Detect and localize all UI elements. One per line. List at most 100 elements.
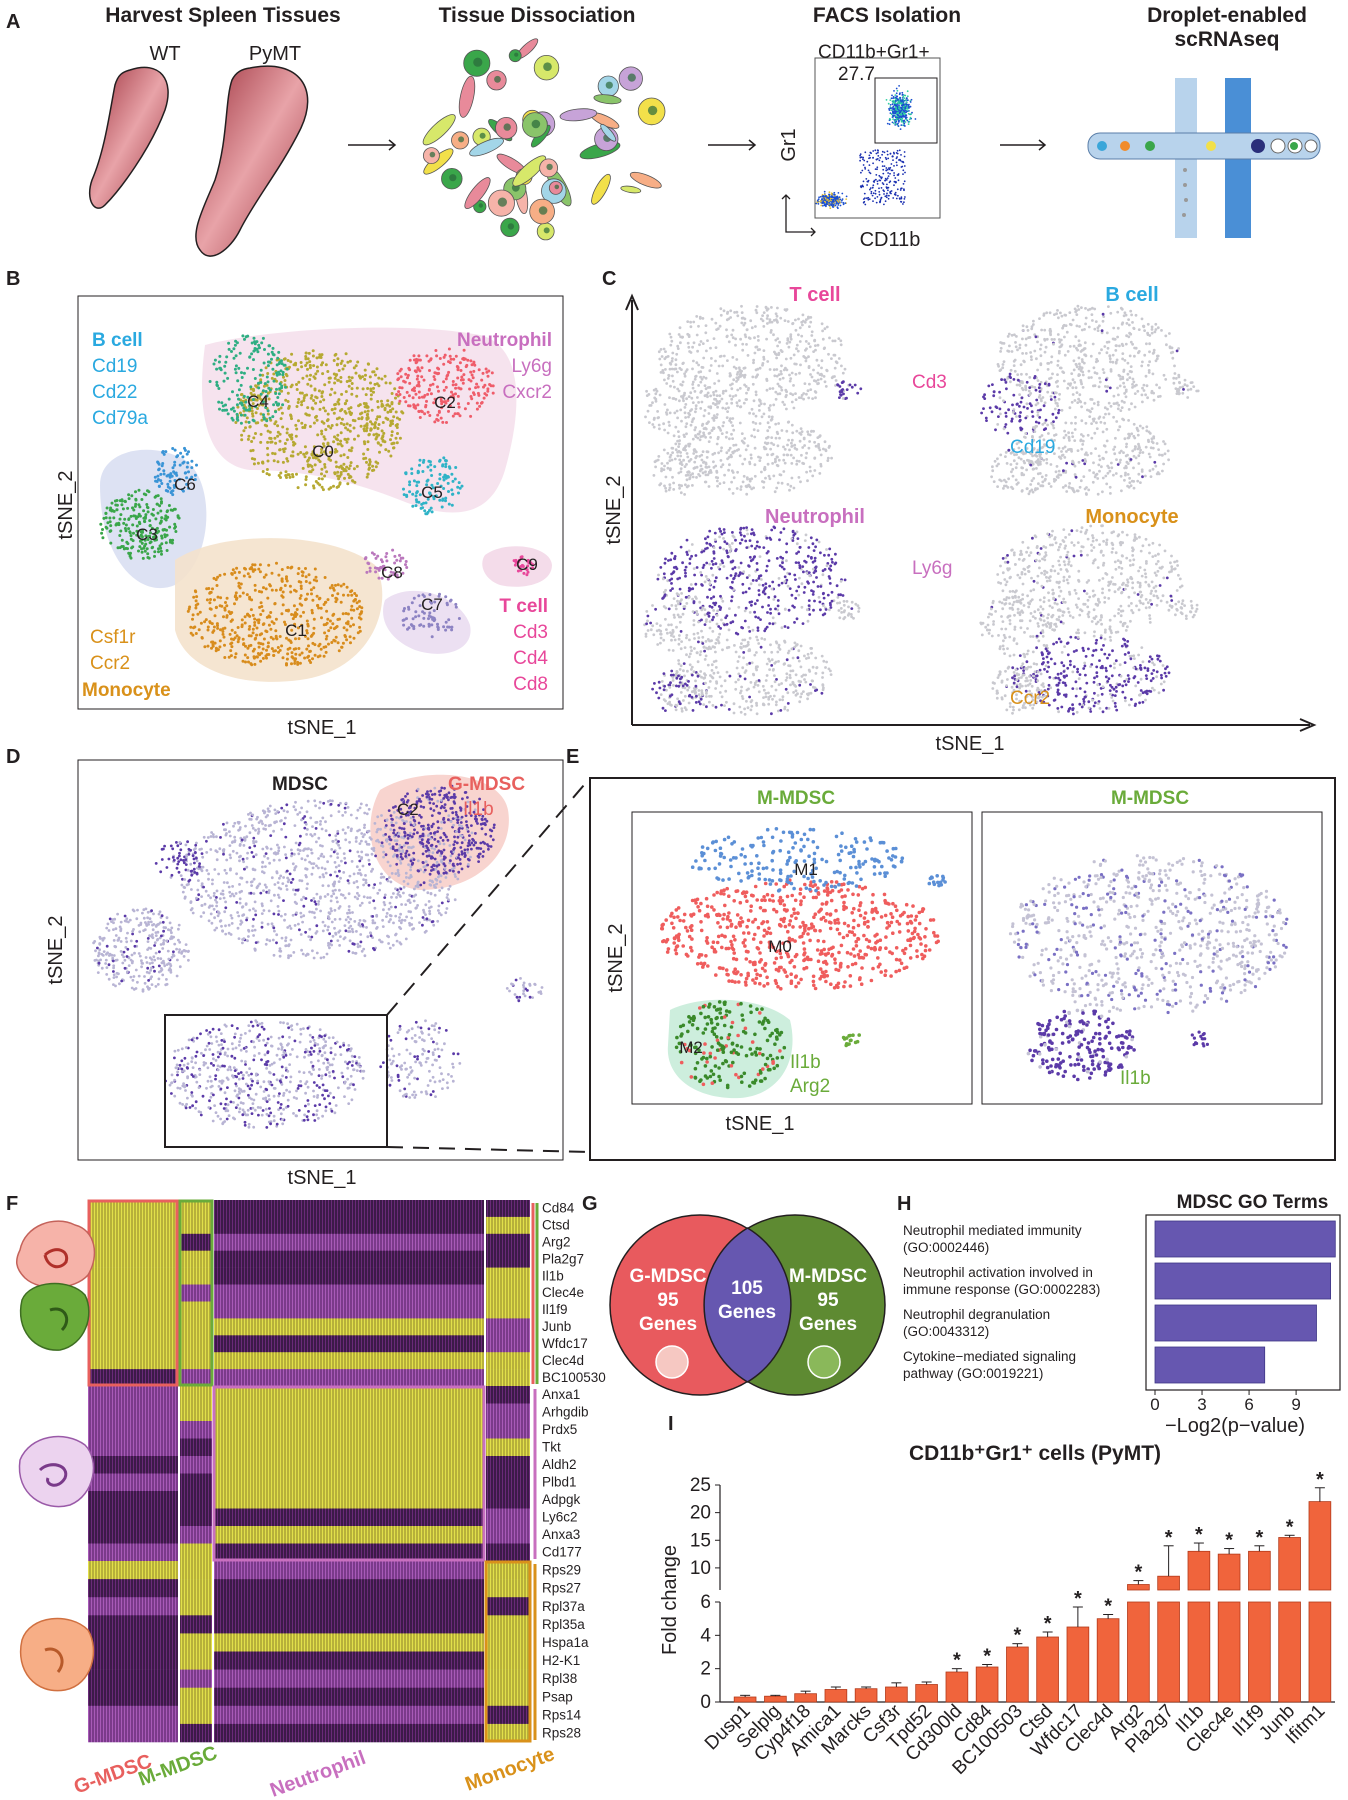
fold-bar [1278,1601,1301,1703]
heatmap-gene-label: Pla2g7 [542,1251,584,1266]
go-tick-label: 9 [1291,1395,1300,1414]
go-terms-chart: MDSC GO Terms Neutrophil mediated immunit… [903,1192,1341,1437]
heatmap-gene-label: Il1b [542,1268,564,1283]
panel-e-label: E [566,746,579,768]
mmdsc-cell-icon [807,1345,841,1379]
panel-i: I CD11b⁺Gr1⁺ cells (PyMT) Fold change 0 2 4 6… [659,1413,1335,1779]
panel-a: A Harvest Spleen Tissues WT PyMT Tissue … [6,4,1321,257]
cell-illustrations [15,1220,96,1692]
f-col-neutrophil: Neutrophil [267,1747,368,1800]
e-cluster-m1: M1 [794,860,818,879]
facs-plot-frame [814,57,941,219]
dissociation-title: Tissue Dissociation [439,4,636,27]
fold-bar [1036,1636,1059,1703]
cluster-c1: C1 [285,621,307,640]
c-y-axis-arrow-icon [625,293,639,725]
b-y-axis: tSNE_2 [55,471,77,540]
go-bar [1154,1220,1336,1258]
bcell-region [100,449,207,589]
fold-bar-upper [1248,1550,1271,1591]
d-gmdsc-gene: Il1b [463,799,494,820]
go-term-label: Neutrophil activation involved in [903,1265,1093,1280]
heatmap-gene-label: Cd177 [542,1545,582,1560]
fold-bar [764,1695,787,1703]
d-x-axis: tSNE_1 [288,1167,357,1189]
fold-bar-upper [1278,1537,1301,1591]
c-y-axis: tSNE_2 [603,476,625,545]
go-term-label: (GO:0002446) [903,1240,989,1255]
arrow-icon [1000,139,1047,151]
heatmap-gene-label: Clec4e [542,1285,584,1300]
fold-bar [1248,1601,1271,1703]
scrnaseq-title-2: scRNAseq [1174,28,1279,51]
d-gmdsc-label: G-MDSC [448,774,525,795]
fold-bar [1066,1626,1090,1703]
heatmap-gene-label: Psap [542,1689,573,1704]
zoom-line-top [386,777,591,1016]
fold-bar [824,1689,848,1703]
facs-gate [874,77,938,144]
fold-bar [794,1693,817,1703]
go-bar [1154,1262,1332,1300]
bcell-gene-3: Cd79a [92,408,148,429]
cluster-c6: C6 [174,475,196,494]
panel-b: B tSNE_2 tSNE_1 C0 C1 C2 C3 C4 C5 C6 C7 … [6,268,564,739]
zoom-box [164,1014,388,1148]
heatmap-gene-label: Rpl35a [542,1617,585,1632]
cluster-c2: C2 [434,393,456,412]
panel-i-label: I [668,1413,674,1435]
significance-star: * [1316,1469,1324,1491]
c-tcell-marker: Cd3 [912,372,947,393]
panel-d: D MDSC G-MDSC Il1b C2 tSNE_2 tSNE_1 [6,746,591,1189]
gate-name: CD11b+Gr1+ [818,42,930,63]
e-cluster-m0: M0 [768,937,792,956]
panel-c-label: C [602,268,616,290]
e-left-title: M-MDSC [757,788,835,809]
cluster-c8: C8 [381,563,403,582]
fold-tick-label: 4 [700,1625,711,1646]
gmdsc-cell-icon [15,1220,96,1289]
panel-e: E M-MDSC M-MDSC M0 M1 M2 Il1b Arg2 Il1b … [566,746,1336,1161]
panel-g: G G-MDSC 95 Genes 105 Genes M-MDSC 95 Ge… [582,1193,886,1396]
arrow-icon [708,139,757,151]
facs-dot-plot [815,85,917,210]
panel-c: C tSNE_2 tSNE_1 T cell Cd3 B cell Cd19 N… [602,268,1317,755]
heatmap-gene-label: Clec4d [542,1353,584,1368]
go-term-label: Cytokine−mediated signaling [903,1349,1076,1364]
go-term-label: (GO:0043312) [903,1324,989,1339]
cluster-c9: C9 [516,555,538,574]
monocyte-name: Monocyte [82,680,171,701]
fold-bar-upper [1187,1550,1211,1591]
fold-y-axis-label: Fold change [659,1545,681,1655]
significance-star: * [1225,1530,1233,1552]
tsne-scatter-b [99,334,535,667]
significance-star: * [1104,1596,1112,1618]
heatmap-gene-label: Il1f9 [542,1302,568,1317]
fold-bar-upper [1127,1584,1150,1591]
e-gene-arg2: Arg2 [790,1076,830,1097]
fold-bar-upper [1157,1575,1180,1591]
fold-bar [733,1696,757,1703]
heatmap-gene-label: Tkt [542,1440,561,1455]
arrow-icon [348,139,397,151]
venn-left-name: G-MDSC [629,1266,706,1287]
fold-tick-label: 20 [690,1503,711,1524]
b-x-axis: tSNE_1 [288,717,357,739]
cluster-c0: C0 [312,442,334,461]
tcell-name: T cell [499,596,548,617]
fold-bar [1096,1618,1120,1703]
monocyte-gene-2: Ccr2 [90,653,130,674]
go-term-label: Neutrophil mediated immunity [903,1223,1082,1238]
gate-percent: 27.7 [838,64,875,85]
tsne-mdsc-scatter [92,784,544,1129]
heatmap-gene-label: Prdx5 [542,1422,577,1437]
c-bcell-marker: Cd19 [1010,437,1055,458]
heatmap-gene-label: Arg2 [542,1235,571,1250]
e-right-title: M-MDSC [1111,788,1189,809]
heatmap-gene-label: BC100530 [542,1370,606,1385]
venn-right-unit: Genes [799,1314,857,1335]
bcell-gene-1: Cd19 [92,356,137,377]
heatmap-gene-label: Aldh2 [542,1457,577,1472]
